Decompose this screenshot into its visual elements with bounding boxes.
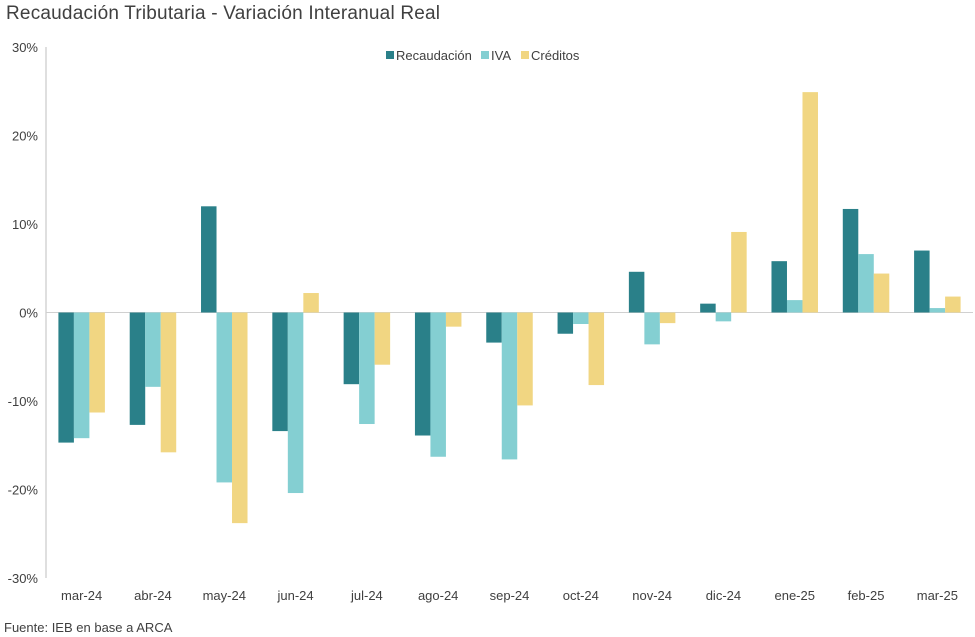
x-tick-label: dic-24 [706, 588, 741, 603]
x-tick-label: oct-24 [563, 588, 599, 603]
bar-iva-abr-24 [145, 312, 161, 387]
bar-iva-nov-24 [644, 312, 660, 345]
x-tick-label: abr-24 [134, 588, 172, 603]
bar-recaudacin-ago-24 [414, 312, 431, 436]
bar-iva-jul-24 [359, 312, 375, 425]
bar-crditos-feb-25 [873, 273, 890, 313]
bar-crditos-sep-24 [517, 312, 533, 406]
bar-recaudacin-sep-24 [486, 312, 502, 343]
y-tick-label: -10% [8, 394, 39, 409]
bar-crditos-mar-24 [89, 312, 105, 413]
x-tick-label: may-24 [203, 588, 246, 603]
legend-label: Recaudación [396, 48, 472, 63]
y-tick-label: -30% [8, 571, 39, 586]
bar-recaudacin-ene-25 [771, 261, 787, 313]
bar-iva-mar-25 [929, 308, 946, 313]
bar-crditos-abr-24 [160, 312, 177, 453]
y-tick-label: -20% [8, 483, 39, 498]
bar-crditos-jun-24 [303, 293, 319, 313]
x-tick-label: ago-24 [418, 588, 458, 603]
bar-crditos-nov-24 [659, 312, 676, 324]
bar-recaudacin-may-24 [201, 206, 217, 313]
bar-iva-may-24 [216, 312, 233, 483]
bar-crditos-oct-24 [588, 312, 605, 386]
source-note: Fuente: IEB en base a ARCA [4, 620, 173, 635]
legend-label: Créditos [531, 48, 580, 63]
bar-iva-ene-25 [786, 300, 803, 313]
x-tick-label: mar-24 [61, 588, 102, 603]
legend-swatch [521, 51, 529, 59]
bar-recaudacin-jul-24 [343, 312, 360, 385]
bar-crditos-jul-24 [374, 312, 391, 365]
y-tick-label: 30% [12, 40, 38, 55]
legend-swatch [386, 51, 394, 59]
bar-crditos-ago-24 [445, 312, 462, 327]
bar-crditos-dic-24 [731, 231, 747, 313]
bar-recaudacin-dic-24 [700, 303, 716, 313]
bar-crditos-ene-25 [802, 92, 818, 313]
bar-crditos-may-24 [232, 312, 248, 524]
bar-iva-oct-24 [573, 312, 589, 325]
bar-iva-mar-24 [73, 312, 90, 439]
bar-recaudacin-feb-25 [842, 208, 859, 313]
y-tick-label: 20% [12, 129, 38, 144]
bar-recaudacin-abr-24 [129, 312, 146, 425]
bar-iva-feb-25 [858, 254, 874, 313]
legend-label: IVA [491, 48, 511, 63]
chart-title: Recaudación Tributaria - Variación Inter… [6, 3, 441, 24]
bar-iva-ago-24 [430, 312, 446, 457]
legend-swatch [481, 51, 489, 59]
x-tick-label: jun-24 [277, 588, 314, 603]
bar-iva-sep-24 [501, 312, 518, 460]
bar-recaudacin-mar-25 [914, 250, 930, 313]
bar-recaudacin-mar-24 [58, 312, 74, 443]
x-tick-label: nov-24 [632, 588, 672, 603]
bar-iva-dic-24 [715, 312, 732, 322]
bar-recaudacin-jun-24 [272, 312, 288, 432]
bar-iva-jun-24 [287, 312, 304, 494]
x-tick-label: jul-24 [350, 588, 383, 603]
y-tick-label: 0% [19, 306, 38, 321]
bar-crditos-mar-25 [945, 296, 961, 313]
x-tick-label: mar-25 [917, 588, 958, 603]
x-tick-label: ene-25 [774, 588, 814, 603]
y-tick-label: 10% [12, 217, 38, 232]
x-tick-label: feb-25 [848, 588, 885, 603]
bar-recaudacin-oct-24 [557, 312, 574, 334]
bar-recaudacin-nov-24 [628, 271, 645, 313]
x-tick-label: sep-24 [490, 588, 530, 603]
